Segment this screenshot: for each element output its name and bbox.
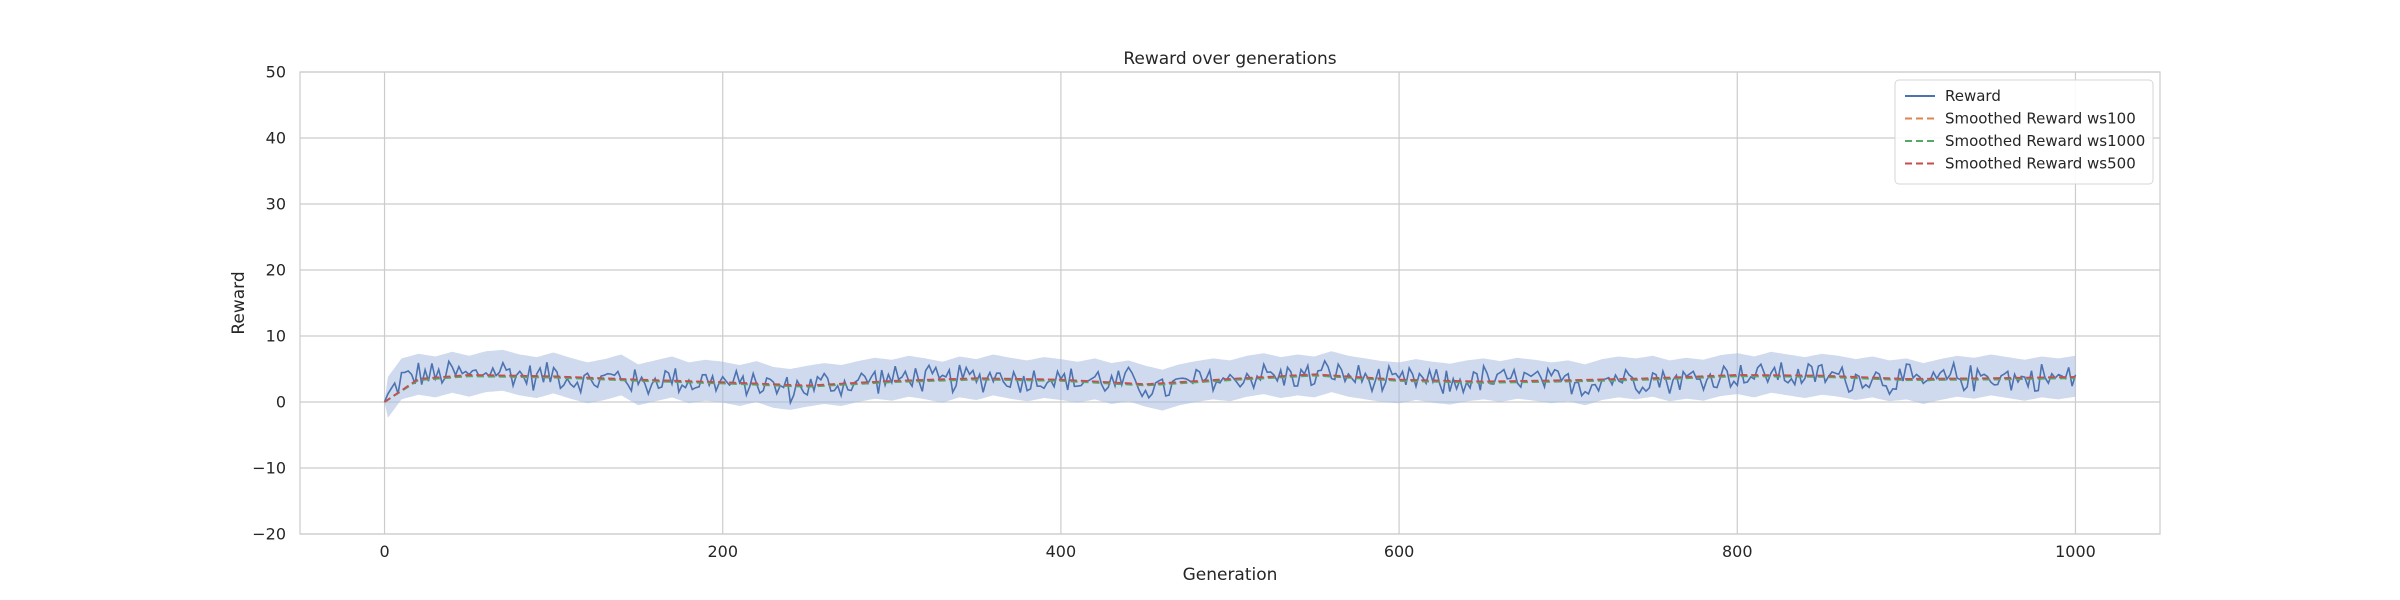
x-tick-label: 400 [1046, 542, 1077, 561]
y-tick-label: −20 [252, 525, 286, 544]
reward-confidence-band [384, 349, 2076, 418]
x-tick-label: 1000 [2055, 542, 2096, 561]
legend-label: Smoothed Reward ws1000 [1945, 132, 2145, 150]
y-tick-label: 20 [266, 261, 286, 280]
legend-label: Reward [1945, 87, 2001, 105]
y-axis-label: Reward [229, 271, 249, 334]
y-tick-label: 50 [266, 63, 286, 82]
x-tick-label: 600 [1384, 542, 1415, 561]
y-tick-label: −10 [252, 459, 286, 478]
series-line-smoothed [384, 374, 2076, 403]
y-tick-label: 10 [266, 327, 286, 346]
plot-area [300, 72, 2160, 534]
series-line-smoothed [383, 373, 2076, 403]
legend-label: Smoothed Reward ws500 [1945, 155, 2136, 173]
x-tick-label: 800 [1722, 542, 1753, 561]
y-tick-label: 30 [266, 195, 286, 214]
legend: Reward Smoothed Reward ws100 Smoothed Rewa… [1894, 79, 2154, 185]
plot-frame [299, 71, 2161, 535]
legend-box [1894, 79, 2154, 185]
x-tick-label: 200 [707, 542, 738, 561]
series-lines [383, 359, 2077, 406]
legend-label: Smoothed Reward ws100 [1945, 110, 2136, 128]
x-tick-label: 0 [379, 542, 389, 561]
y-tick-label: 0 [276, 393, 286, 412]
tick-labels: 0 200 400 600 800 1000 −20 −10 0 10 20 30 40 50 [252, 63, 2096, 562]
series-line-reward [383, 359, 2077, 406]
x-axis-label: Generation [1183, 565, 1278, 585]
reward-band [384, 349, 2076, 418]
y-tick-label: 40 [266, 129, 286, 148]
chart-title: Reward over generations [1123, 49, 1336, 69]
